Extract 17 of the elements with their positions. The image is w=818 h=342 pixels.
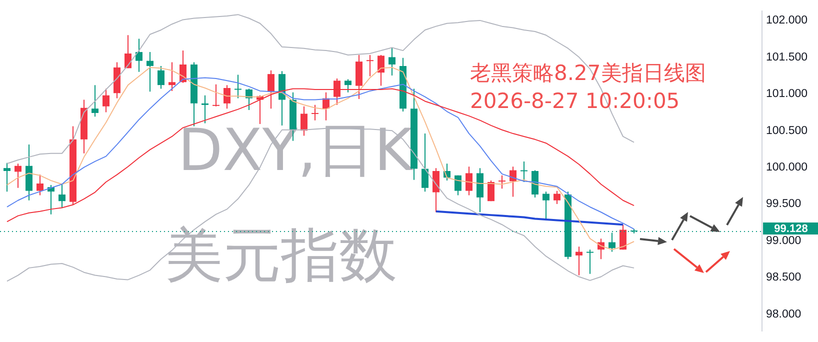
y-tick-label: 100.000 bbox=[766, 162, 808, 174]
y-tick-label: 99.500 bbox=[766, 198, 802, 210]
y-tick-label: 102.000 bbox=[766, 14, 808, 27]
y-tick-label: 98.000 bbox=[766, 308, 802, 320]
y-tick-label: 101.000 bbox=[766, 88, 808, 100]
text: 2026-8-27 10:20:05 bbox=[470, 89, 680, 113]
annotation: 美元指数 bbox=[165, 221, 397, 289]
y-tick-label: 100.500 bbox=[766, 124, 808, 137]
text: 老黑策略8.27美指日线图 bbox=[470, 60, 706, 87]
ref-line-label: 99.128 bbox=[774, 223, 808, 236]
candlestick bbox=[366, 54, 374, 76]
y-tick-label: 101.500 bbox=[766, 51, 808, 64]
y-tick-label: 99.000 bbox=[766, 234, 802, 247]
candlestick bbox=[212, 84, 220, 106]
candlestick bbox=[586, 250, 594, 274]
candlestick bbox=[202, 95, 208, 124]
y-tick-label: 98.500 bbox=[766, 272, 802, 284]
